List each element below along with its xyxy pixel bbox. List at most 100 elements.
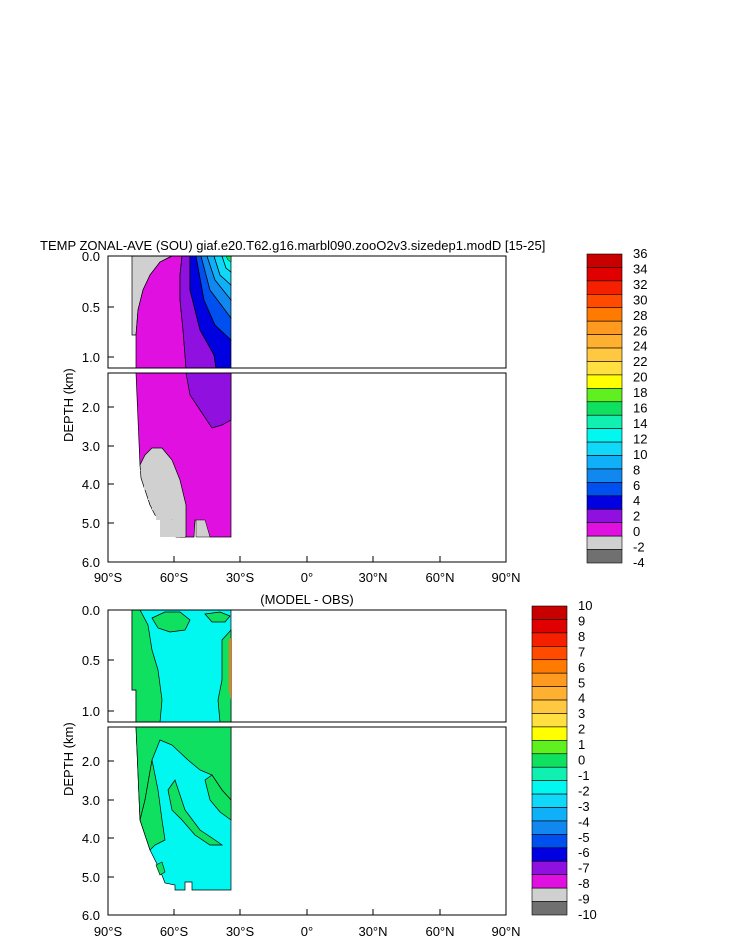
colorbar-label: 28	[633, 308, 647, 323]
colorbar-label: 5	[578, 675, 585, 690]
colorbar-swatch	[586, 468, 623, 483]
colorbar-swatch	[531, 887, 568, 902]
colorbar-label: 16	[633, 401, 647, 416]
colorbar-swatch	[531, 740, 568, 755]
colorbar-swatch	[586, 522, 623, 537]
bottom-x-axis: 90°S 60°S 30°S 0° 30°N 60°N 90°N	[94, 909, 521, 939]
bottom-upper-field	[108, 609, 506, 723]
y-tick-label: 6.0	[82, 555, 100, 570]
y-tick-label: 0.0	[82, 603, 100, 618]
x-tick-label: 90°N	[491, 570, 520, 585]
x-tick-label: 30°N	[358, 570, 387, 585]
colorbar-swatch	[531, 632, 568, 647]
colorbar-swatch	[531, 605, 568, 620]
colorbar-swatch	[531, 619, 568, 634]
colorbar-swatch	[531, 713, 568, 728]
top-upper-frame	[107, 255, 507, 369]
y-tick-label: 5.0	[82, 516, 100, 531]
x-tick-label: 90°N	[491, 924, 520, 939]
colorbar-swatch	[531, 834, 568, 849]
y-tick-label: 1.0	[82, 350, 100, 365]
colorbar-label: -6	[578, 845, 590, 860]
colorbar-label: 0	[578, 753, 585, 768]
colorbar-swatch	[531, 874, 568, 889]
y-tick-label: 3.0	[82, 439, 100, 454]
colorbar-swatch	[586, 374, 623, 389]
top-y-axis: 0.0 0.5 1.0 2.0 3.0 4.0 5.0 6.0	[82, 249, 114, 570]
colorbar-swatch	[586, 508, 623, 523]
colorbar-label: 24	[633, 339, 647, 354]
colorbar-label: -4	[633, 555, 645, 570]
colorbar-label: 2	[578, 722, 585, 737]
top-upper-field	[108, 255, 506, 369]
colorbar-label: 18	[633, 385, 647, 400]
y-tick-label: 2.0	[82, 754, 100, 769]
colorbar-label: 4	[578, 691, 585, 706]
colorbar-label: 14	[633, 416, 647, 431]
bottom-upper-frame	[107, 609, 507, 723]
colorbar-swatch	[586, 455, 623, 470]
bottom-title: (MODEL - OBS)	[260, 592, 353, 607]
colorbar-swatch	[586, 441, 623, 456]
colorbar-swatch	[531, 699, 568, 714]
colorbar-label: 34	[633, 261, 647, 276]
colorbar-label: 7	[578, 644, 585, 659]
colorbar-swatch	[531, 646, 568, 661]
colorbar-label: 30	[633, 292, 647, 307]
x-tick-label: 60°N	[425, 570, 454, 585]
colorbar-label: -1	[578, 768, 590, 783]
colorbar-label: 10	[633, 447, 647, 462]
colorbar-label: -10	[578, 907, 597, 922]
bottom-y-axis: 0.0 0.5 1.0 2.0 3.0 4.0 5.0 6.0	[82, 603, 114, 923]
colorbar-label: -4	[578, 814, 590, 829]
colorbar-label: -8	[578, 876, 590, 891]
x-tick-label: 60°N	[425, 924, 454, 939]
colorbar-label: 1	[578, 737, 585, 752]
colorbar-swatch	[531, 726, 568, 741]
colorbar-swatch	[531, 807, 568, 822]
colorbar-label: -2	[578, 783, 590, 798]
x-tick-label: 60°S	[160, 570, 189, 585]
colorbar-swatch	[586, 414, 623, 429]
colorbar-label: 26	[633, 323, 647, 338]
y-tick-label: 1.0	[82, 704, 100, 719]
x-tick-label: 30°S	[226, 570, 255, 585]
colorbar-label: 0	[633, 524, 640, 539]
x-tick-label: 0°	[301, 570, 313, 585]
colorbar-label: 6	[633, 478, 640, 493]
colorbar-swatch	[586, 320, 623, 335]
x-tick-label: 30°N	[358, 924, 387, 939]
colorbar-swatch	[531, 766, 568, 781]
y-tick-label: 4.0	[82, 477, 100, 492]
colorbar-swatch	[531, 659, 568, 674]
colorbar-label: 8	[578, 629, 585, 644]
colorbar-swatch	[531, 753, 568, 768]
colorbar-label: -2	[633, 540, 645, 555]
colorbar-label: 2	[633, 509, 640, 524]
colorbar-label: -9	[578, 892, 590, 907]
colorbar-label: 9	[578, 613, 585, 628]
colorbar-swatch	[586, 535, 623, 550]
y-tick-label: 2.0	[82, 400, 100, 415]
x-tick-label: 30°S	[226, 924, 255, 939]
colorbar-label: -5	[578, 830, 590, 845]
bottom-lower-field	[108, 726, 506, 915]
colorbar-swatch	[586, 334, 623, 349]
y-tick-label: 0.0	[82, 249, 100, 264]
colorbar-swatch	[531, 820, 568, 835]
y-tick-label: 0.5	[82, 653, 100, 668]
colorbar-swatch	[531, 672, 568, 687]
colorbar-swatch	[586, 361, 623, 376]
x-tick-label: 90°S	[94, 570, 123, 585]
colorbar-swatch	[586, 294, 623, 309]
top-title: TEMP ZONAL-AVE (SOU) giaf.e20.T62.g16.ma…	[40, 238, 545, 253]
colorbar-swatch	[586, 428, 623, 443]
top-x-axis: 90°S 60°S 30°S 0° 30°N 60°N 90°N	[94, 556, 521, 585]
colorbar-swatch	[531, 847, 568, 862]
colorbar-swatch	[531, 860, 568, 875]
colorbar-swatch	[586, 267, 623, 282]
colorbar-swatch	[586, 495, 623, 510]
colorbar-swatch	[586, 253, 623, 268]
